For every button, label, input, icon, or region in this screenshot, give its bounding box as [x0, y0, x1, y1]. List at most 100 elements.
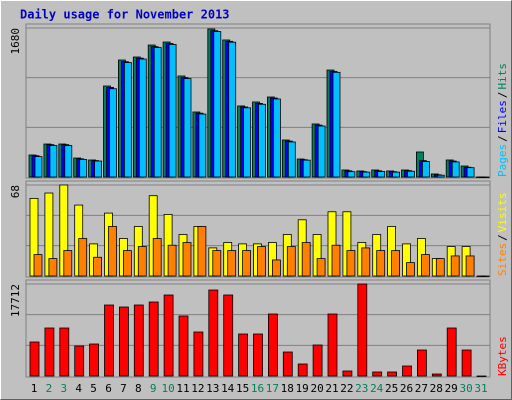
x-tick-label: 4: [75, 382, 82, 395]
y-tick-label: 1680: [9, 28, 22, 55]
bar: [182, 242, 192, 277]
bar: [287, 141, 296, 178]
x-tick-label: 28: [430, 382, 443, 395]
bar: [331, 244, 341, 277]
bar: [228, 41, 237, 178]
bar: [387, 371, 398, 377]
x-tick-label: 7: [120, 382, 127, 395]
bar: [49, 145, 58, 178]
bar: [402, 365, 412, 377]
x-tick-label: 11: [176, 382, 189, 395]
bar: [377, 171, 386, 178]
bar: [481, 176, 490, 178]
legend-entry: Sites: [496, 243, 509, 276]
bar: [168, 44, 177, 178]
bar: [391, 250, 401, 277]
legend-separator: /: [496, 135, 509, 142]
bar: [133, 304, 144, 377]
bar: [346, 250, 356, 277]
bar: [198, 113, 207, 178]
bar: [282, 351, 293, 377]
y-tick-label: 68: [9, 185, 22, 198]
legend-entry: Hits: [496, 63, 509, 90]
x-tick-label: 16: [251, 382, 264, 395]
bar: [138, 58, 147, 178]
bar: [152, 238, 162, 277]
bar: [421, 161, 430, 178]
x-tick-label: 14: [221, 382, 235, 395]
x-tick-label: 13: [206, 382, 219, 395]
bar: [465, 255, 475, 277]
bar: [286, 246, 296, 277]
x-tick-label: 25: [385, 382, 398, 395]
bar: [267, 313, 278, 377]
bar: [435, 258, 445, 277]
legend-entry: Files: [496, 100, 509, 133]
x-tick-label: 1: [31, 382, 38, 395]
x-tick-label: 27: [415, 382, 428, 395]
bar: [376, 250, 386, 277]
bar: [238, 333, 249, 377]
bar: [342, 370, 353, 377]
bar: [446, 327, 457, 377]
bar: [63, 250, 73, 277]
bar: [450, 255, 460, 277]
legend-separator: /: [496, 234, 509, 241]
bar: [361, 247, 371, 277]
x-tick-label: 2: [46, 382, 53, 395]
bar: [242, 250, 252, 277]
bar: [476, 375, 487, 377]
bar: [223, 294, 234, 377]
bar: [407, 170, 415, 178]
bar: [167, 244, 177, 277]
bar: [317, 125, 326, 178]
bar: [108, 226, 117, 277]
bar: [316, 258, 326, 277]
x-tick-label: 5: [90, 382, 97, 395]
bar: [327, 313, 338, 377]
legend: Sites /Visits: [496, 193, 509, 277]
bar: [297, 363, 308, 377]
bar: [213, 31, 222, 178]
x-tick-label: 22: [340, 382, 353, 395]
x-tick-label: 15: [236, 382, 249, 395]
bar: [33, 254, 43, 277]
bar: [89, 343, 99, 377]
bar: [29, 341, 40, 377]
bar: [480, 275, 490, 277]
x-tick-label: 12: [191, 382, 204, 395]
bar: [406, 262, 415, 277]
bar: [272, 98, 281, 178]
bar: [227, 250, 237, 277]
legend-entry: Pages: [496, 144, 509, 177]
legend-entry: KBytes: [496, 336, 509, 376]
bar: [137, 246, 147, 277]
bar: [332, 71, 341, 178]
bar: [466, 167, 475, 178]
bar: [148, 301, 159, 377]
bar: [74, 345, 85, 377]
x-tick-label: 17: [266, 382, 279, 395]
x-tick-label: 3: [60, 382, 67, 395]
bar: [183, 78, 192, 178]
bar: [124, 62, 132, 178]
bar: [123, 250, 132, 277]
legend-separator: /: [496, 92, 509, 99]
bar: [119, 306, 129, 377]
x-tick-label: 24: [370, 382, 384, 395]
bar: [178, 315, 189, 377]
bar: [436, 174, 445, 178]
bar: [212, 250, 222, 277]
y-tick-label: 17712: [9, 284, 22, 317]
x-tick-label: 23: [355, 382, 368, 395]
bar: [44, 327, 55, 377]
bar: [258, 103, 266, 178]
x-tick-label: 20: [310, 382, 323, 395]
bar: [312, 344, 323, 377]
bar: [372, 371, 383, 377]
bar: [302, 159, 311, 178]
x-tick-label: 31: [474, 382, 487, 395]
bar: [301, 242, 311, 277]
